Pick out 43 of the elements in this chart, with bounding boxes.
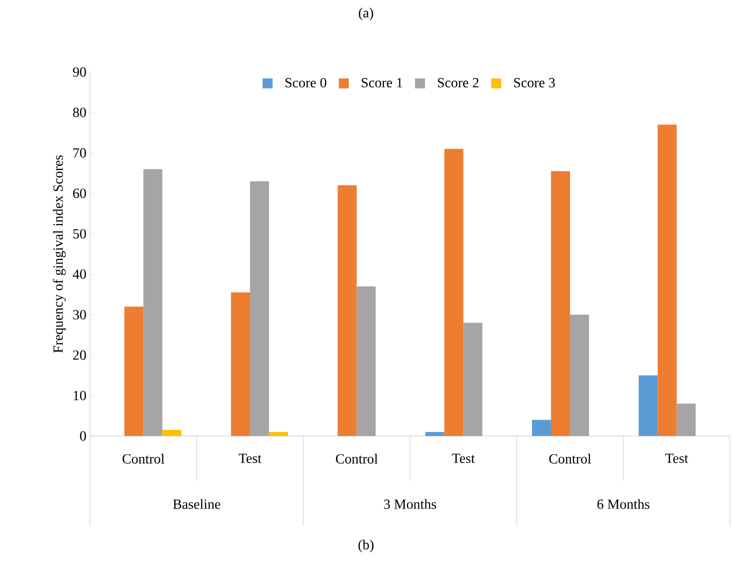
bar bbox=[124, 306, 144, 436]
text: 3 Months bbox=[384, 499, 436, 509]
bar bbox=[658, 124, 677, 436]
bar bbox=[338, 185, 357, 436]
bar bbox=[425, 432, 444, 436]
legend-label: Score 3 bbox=[514, 78, 555, 88]
text: Baseline bbox=[173, 499, 220, 509]
bar bbox=[269, 432, 288, 436]
bar bbox=[250, 181, 270, 436]
bar bbox=[143, 169, 162, 436]
y-tick-label: 80 bbox=[73, 108, 86, 118]
y-tick-label: 50 bbox=[73, 229, 86, 238]
bar bbox=[638, 375, 658, 436]
y-tick-label: 60 bbox=[73, 188, 86, 198]
legend-label: Score 0 bbox=[286, 78, 326, 88]
y-tick-label: 90 bbox=[72, 67, 86, 77]
legend-label: Score 2 bbox=[438, 78, 478, 88]
y-axis-title: Frequency of gingival index Scores bbox=[52, 155, 66, 353]
bar bbox=[356, 286, 376, 436]
text: (b) bbox=[358, 540, 374, 552]
y-tick-label: 30 bbox=[73, 310, 86, 320]
x-tick-label: Control bbox=[336, 454, 378, 464]
chart-title: (a) bbox=[358, 8, 374, 20]
bar bbox=[532, 420, 552, 436]
legend-label: Score 1 bbox=[362, 78, 402, 88]
x-tick-label: Control bbox=[122, 454, 164, 464]
x-tick-label: Control bbox=[549, 454, 592, 464]
bar bbox=[551, 171, 570, 436]
y-tick-label: 70 bbox=[73, 148, 86, 158]
bar bbox=[676, 404, 696, 436]
y-tick-label: 0 bbox=[80, 431, 86, 441]
y-tick-label: 20 bbox=[73, 350, 86, 360]
x-tick-label: Test bbox=[665, 454, 688, 464]
x-tick-label: Test bbox=[452, 454, 475, 464]
bar bbox=[231, 292, 250, 436]
x-tick-label: Test bbox=[238, 454, 262, 464]
bar bbox=[463, 322, 482, 436]
bar bbox=[162, 430, 182, 436]
y-tick-label: 40 bbox=[72, 270, 86, 279]
y-tick-label: 10 bbox=[74, 390, 86, 400]
bar bbox=[444, 148, 464, 436]
bar bbox=[570, 314, 590, 436]
text: 6 Months bbox=[597, 499, 650, 509]
